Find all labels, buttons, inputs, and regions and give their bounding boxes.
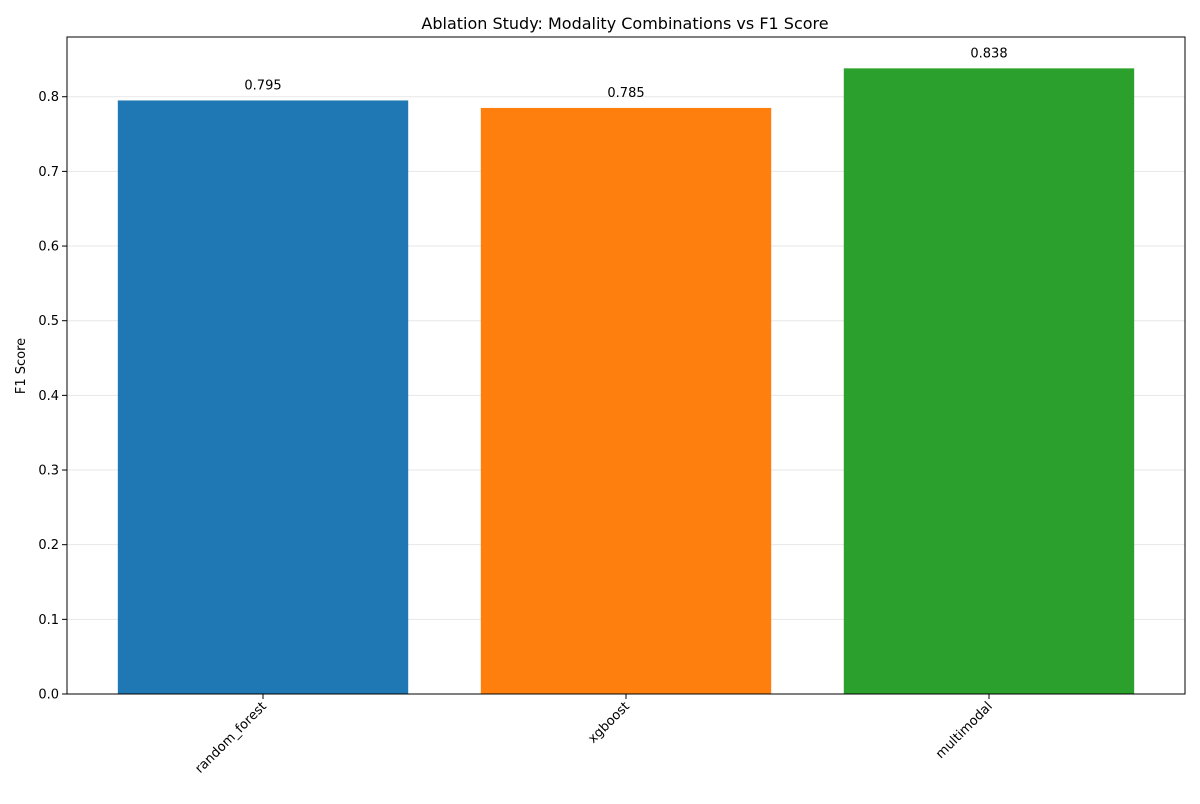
bar-multimodal: [843, 68, 1135, 695]
bars: [117, 68, 1135, 695]
data-label-multimodal: 0.838: [970, 46, 1007, 61]
data-label-xgboost: 0.785: [607, 86, 644, 101]
x-tick-label-multimodal: multimodal: [933, 699, 996, 762]
y-tick-label-7: 0.7: [38, 165, 59, 180]
y-axis-label: F1 Score: [14, 338, 29, 394]
y-tick-label-1: 0.1: [38, 613, 59, 628]
x-tick-label-xgboost: xgboost: [585, 699, 632, 746]
y-tick-label-5: 0.5: [38, 314, 59, 329]
y-tick-label-6: 0.6: [38, 240, 59, 255]
y-tick-label-0: 0.0: [38, 688, 59, 703]
data-labels: 0.795 0.785 0.838: [244, 46, 1007, 101]
y-tick-label-2: 0.2: [38, 538, 59, 553]
x-axis-ticks: random_forest xgboost multimodal: [192, 694, 996, 777]
bar-xgboost: [480, 107, 772, 694]
bar-random_forest: [117, 100, 409, 695]
y-axis-ticks: 0.0 0.1 0.2 0.3 0.4 0.5 0.6 0.7 0.8: [38, 90, 67, 703]
data-label-random_forest: 0.795: [244, 78, 281, 93]
y-tick-label-4: 0.4: [38, 389, 59, 404]
y-tick-label-3: 0.3: [38, 464, 59, 479]
x-tick-label-random_forest: random_forest: [192, 699, 269, 776]
chart-title: Ablation Study: Modality Combinations vs…: [421, 14, 828, 33]
y-tick-label-8: 0.8: [38, 90, 59, 105]
